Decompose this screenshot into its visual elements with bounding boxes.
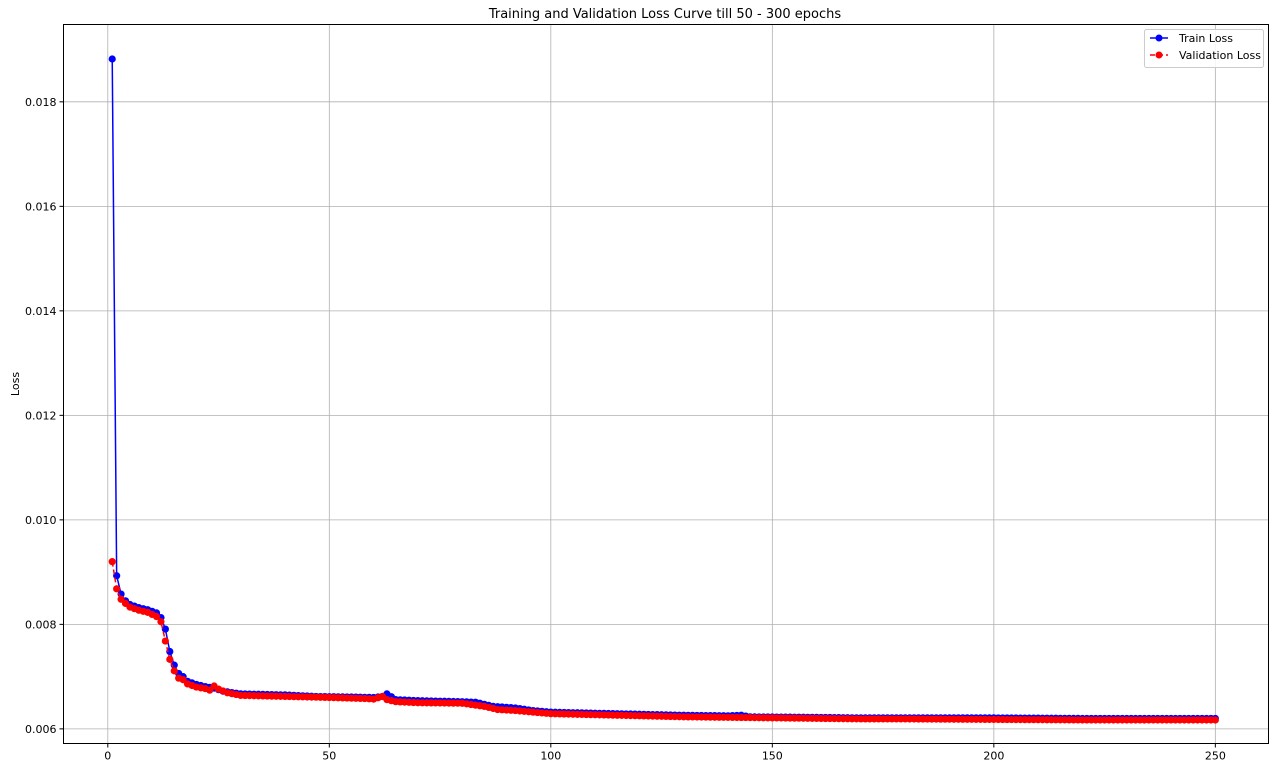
legend-box: [1144, 29, 1264, 68]
data-point: [170, 667, 178, 675]
plot-frame: [63, 24, 1269, 744]
x-tick-label: 200: [983, 750, 1004, 762]
y-tick-label: 0.016: [25, 200, 57, 213]
x-tick-label: 50: [322, 750, 336, 762]
y-tick-label: 0.008: [25, 618, 57, 631]
y-axis-ticks: 0.006 0.008 0.010 0.012 0.014 0.016 0.018: [25, 96, 64, 736]
legend-val-marker: [1155, 51, 1163, 59]
data-point: [113, 585, 121, 593]
x-tick-label: 0: [104, 750, 111, 762]
series-line: [111, 58, 1216, 720]
plot-series: [108, 55, 1219, 724]
chart-title: Training and Validation Loss Curve till …: [488, 7, 842, 22]
series-validation-loss: [108, 558, 1219, 724]
data-point: [161, 625, 169, 633]
y-tick-label: 0.018: [25, 96, 57, 109]
legend-val-label: Validation Loss: [1179, 49, 1261, 62]
y-axis-label: Loss: [9, 372, 22, 396]
data-point: [108, 558, 116, 566]
y-tick-label: 0.006: [25, 723, 57, 736]
data-point: [152, 612, 161, 621]
x-tick-label: 150: [762, 750, 783, 762]
y-tick-label: 0.012: [25, 409, 57, 422]
series-train-loss: [108, 55, 1219, 723]
data-point: [157, 618, 165, 626]
data-point: [108, 55, 116, 63]
legend-train-label: Train Loss: [1178, 32, 1233, 45]
x-tick-label: 100: [540, 750, 561, 762]
data-point: [166, 655, 174, 663]
y-tick-label: 0.014: [25, 305, 57, 318]
y-tick-label: 0.010: [25, 514, 57, 527]
x-axis-ticks: 0 50 100 150 200 250: [104, 743, 1226, 762]
legend: Train Loss Validation Loss: [1144, 29, 1264, 68]
x-tick-label: 250: [1205, 750, 1226, 762]
legend-train-marker: [1155, 34, 1163, 42]
grid: [63, 24, 1269, 744]
data-point: [1211, 716, 1219, 724]
data-point: [161, 637, 169, 645]
